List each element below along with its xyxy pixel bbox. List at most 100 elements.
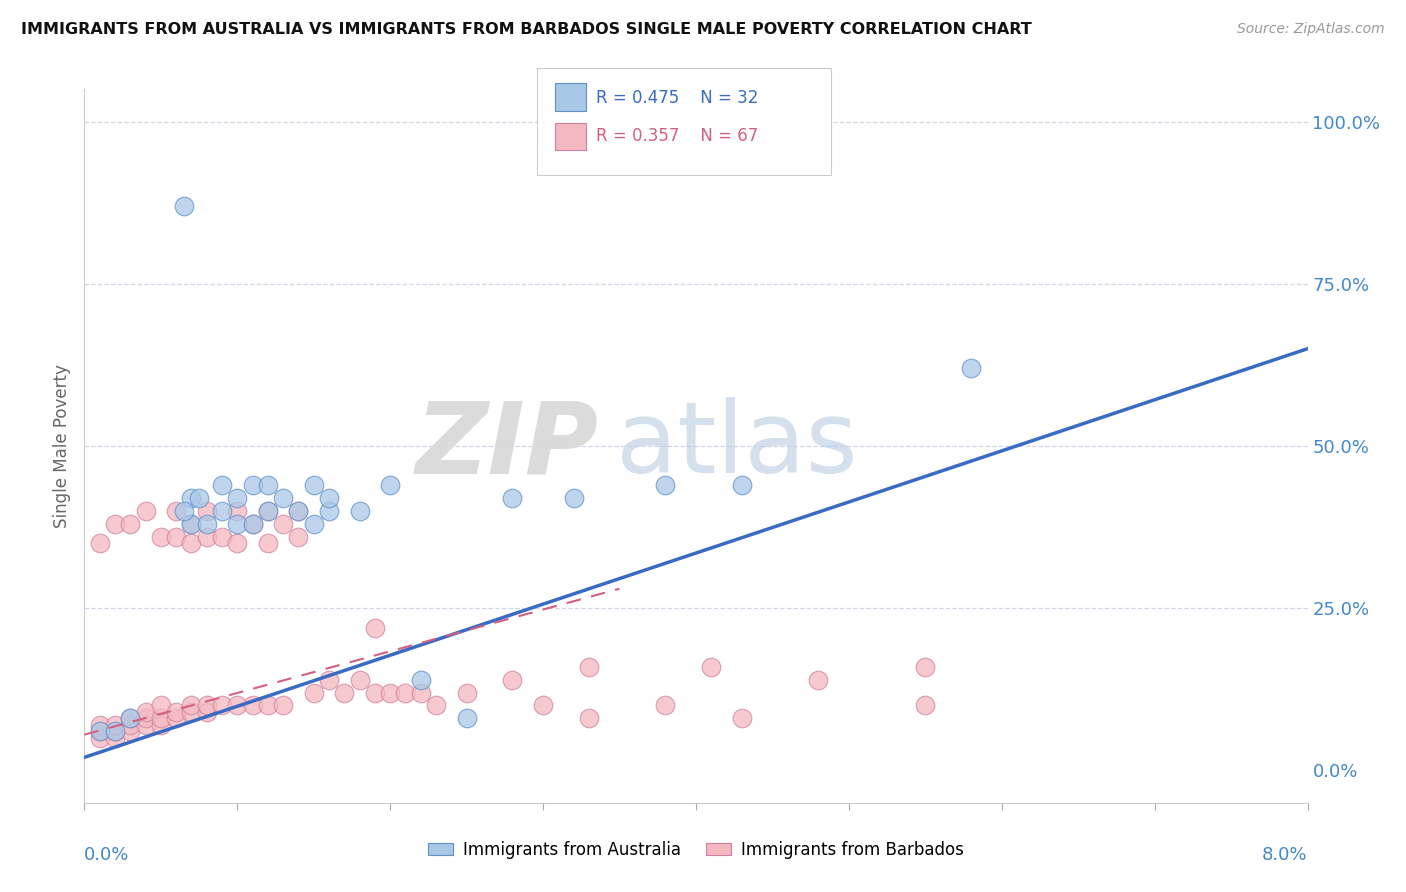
Point <box>409 673 432 687</box>
Point <box>135 705 157 719</box>
Point <box>914 659 936 673</box>
Point <box>257 536 280 550</box>
Point <box>180 516 202 531</box>
Text: ZIP: ZIP <box>415 398 598 494</box>
Point <box>242 516 264 531</box>
Point <box>149 530 172 544</box>
Point <box>104 516 127 531</box>
Point <box>120 711 142 725</box>
Point <box>120 711 142 725</box>
Point <box>120 718 142 732</box>
Point <box>318 504 340 518</box>
Text: IMMIGRANTS FROM AUSTRALIA VS IMMIGRANTS FROM BARBADOS SINGLE MALE POVERTY CORREL: IMMIGRANTS FROM AUSTRALIA VS IMMIGRANTS … <box>21 22 1032 37</box>
Point <box>149 711 172 725</box>
Point <box>104 718 127 732</box>
Point <box>287 504 309 518</box>
Point <box>195 698 218 713</box>
Point <box>960 361 983 376</box>
Point <box>104 724 127 739</box>
Point <box>180 491 202 505</box>
Point <box>180 705 202 719</box>
Point <box>195 516 218 531</box>
Point <box>242 478 264 492</box>
Text: R = 0.475    N = 32: R = 0.475 N = 32 <box>596 89 758 107</box>
Legend: Immigrants from Australia, Immigrants from Barbados: Immigrants from Australia, Immigrants fr… <box>422 835 970 866</box>
Point <box>180 536 202 550</box>
Point <box>333 685 356 699</box>
Point <box>807 673 830 687</box>
Point <box>318 491 340 505</box>
Point <box>180 516 202 531</box>
Point <box>149 698 172 713</box>
Point <box>211 504 233 518</box>
Point <box>195 530 218 544</box>
Point <box>731 711 754 725</box>
Point <box>380 685 402 699</box>
Point <box>211 478 233 492</box>
Point <box>456 711 478 725</box>
Point <box>120 516 142 531</box>
Point <box>502 491 524 505</box>
FancyBboxPatch shape <box>537 68 831 175</box>
Point <box>654 478 676 492</box>
Point <box>120 724 142 739</box>
Point <box>135 504 157 518</box>
Point <box>195 705 218 719</box>
Point <box>302 478 325 492</box>
Point <box>180 698 202 713</box>
Point <box>135 711 157 725</box>
Point <box>271 698 294 713</box>
Point <box>195 504 218 518</box>
Point <box>731 478 754 492</box>
Point <box>425 698 447 713</box>
Point <box>502 673 524 687</box>
Point <box>135 718 157 732</box>
Point <box>211 698 233 713</box>
Point <box>149 718 172 732</box>
Text: atlas: atlas <box>616 398 858 494</box>
Point <box>364 621 387 635</box>
Point <box>226 698 249 713</box>
Point <box>173 504 195 518</box>
Point <box>409 685 432 699</box>
Point <box>89 724 111 739</box>
Point <box>578 711 600 725</box>
Point <box>89 731 111 745</box>
Point <box>349 504 371 518</box>
Point <box>318 673 340 687</box>
Point <box>302 685 325 699</box>
Text: 8.0%: 8.0% <box>1263 846 1308 863</box>
Point <box>165 705 187 719</box>
Point <box>104 731 127 745</box>
Point <box>89 718 111 732</box>
Point <box>257 698 280 713</box>
Point <box>257 504 280 518</box>
Point <box>562 491 585 505</box>
Point <box>89 536 111 550</box>
Point <box>914 698 936 713</box>
Point <box>257 478 280 492</box>
Point <box>242 698 264 713</box>
Point <box>89 724 111 739</box>
Point <box>271 516 294 531</box>
Point <box>165 711 187 725</box>
Point <box>302 516 325 531</box>
Point <box>578 659 600 673</box>
Point <box>226 504 249 518</box>
Point <box>271 491 294 505</box>
Point <box>211 530 233 544</box>
Point <box>287 530 309 544</box>
Point <box>165 530 187 544</box>
Point <box>349 673 371 687</box>
Y-axis label: Single Male Poverty: Single Male Poverty <box>53 364 72 528</box>
Text: 0.0%: 0.0% <box>84 846 129 863</box>
Point <box>531 698 554 713</box>
Point <box>364 685 387 699</box>
Point <box>188 491 211 505</box>
Text: R = 0.357    N = 67: R = 0.357 N = 67 <box>596 127 758 145</box>
Point <box>287 504 309 518</box>
Point <box>226 516 249 531</box>
Point <box>173 199 195 213</box>
Point <box>456 685 478 699</box>
Point <box>257 504 280 518</box>
